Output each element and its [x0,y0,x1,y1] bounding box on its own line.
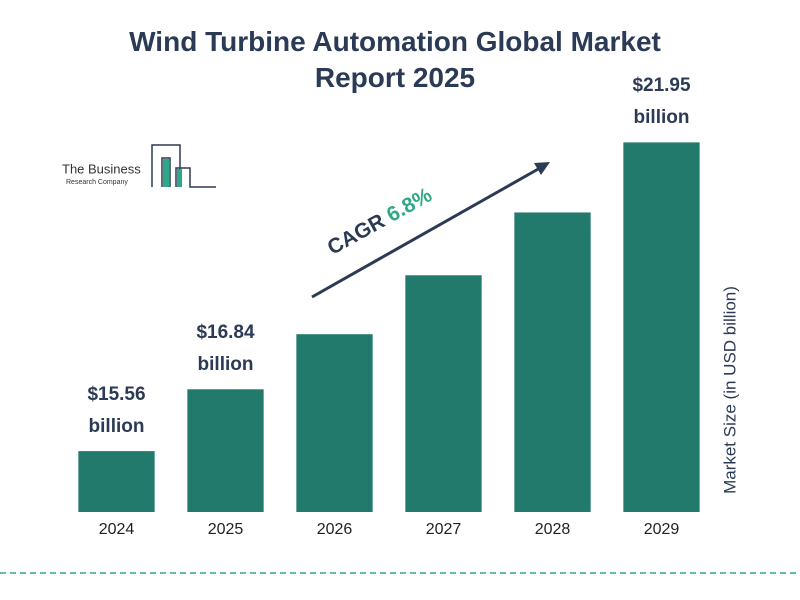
cagr-arrow [311,162,550,299]
bar [296,334,373,512]
x-tick-label: 2029 [644,521,680,538]
logo-text: The Business [62,161,141,176]
x-tick-label: 2027 [426,521,462,538]
x-tick-label: 2025 [208,521,244,538]
value-label: $21.95 billion [632,75,691,129]
logo: The Business Research Company [62,144,216,188]
cagr-value: 6.8% [383,183,436,226]
y-axis-label: Market Size (in USD billion) [720,286,739,494]
x-tick-label: 2026 [317,521,353,538]
value-label: $15.56 billion [87,384,146,438]
chart-title: Wind Turbine Automation Global Market Rep… [129,26,661,93]
bar [405,275,482,512]
x-tick-label: 2028 [535,521,571,538]
cagr: CAGR 6.8% [323,183,436,259]
bar [514,212,591,512]
value-label: $16.84 billion [196,322,255,376]
bar [187,389,264,512]
logo-subtext: Research Company [66,179,128,186]
bar [623,142,700,512]
cagr-label: CAGR [323,209,388,259]
x-tick-label: 2024 [99,521,135,538]
bar [78,451,155,512]
